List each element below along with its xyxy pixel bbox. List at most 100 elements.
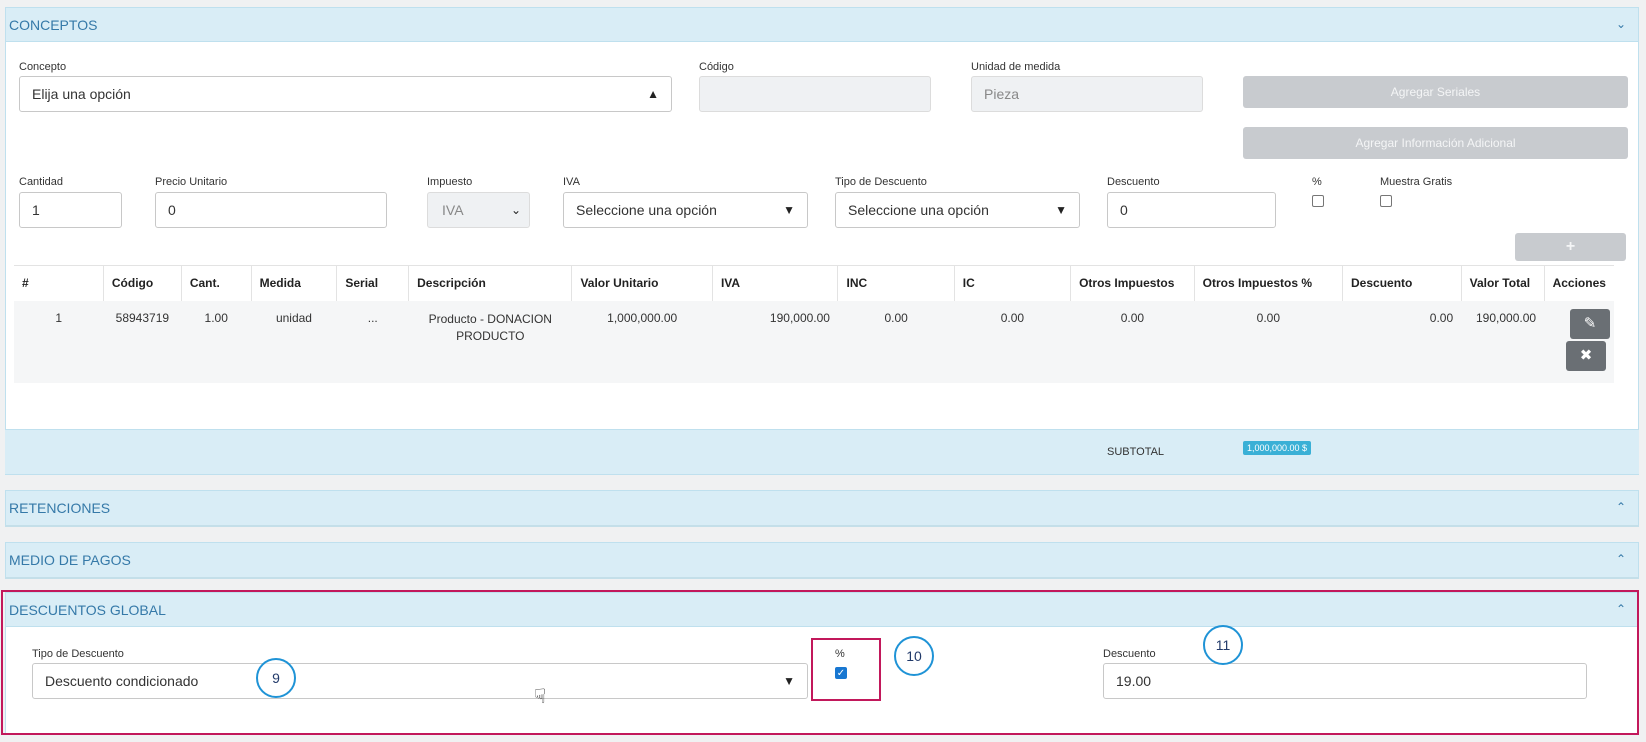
chevron-down-icon: ⌄ xyxy=(510,203,521,217)
impuesto-select[interactable]: IVA ⌄ xyxy=(427,192,530,228)
col-header: Descripción xyxy=(408,265,573,301)
subtotal-bar: SUBTOTAL 1,000,000.00 $ xyxy=(5,429,1639,475)
chevron-up-icon[interactable]: ⌃ xyxy=(1615,500,1626,514)
precio-label: Precio Unitario xyxy=(155,176,228,188)
codigo-field xyxy=(699,76,931,112)
precio-input[interactable]: 0 xyxy=(155,192,387,228)
descuentos-highlight-box xyxy=(1,590,1639,735)
callout-11: 11 xyxy=(1203,625,1243,665)
delete-button[interactable]: ✖ xyxy=(1566,340,1606,371)
global-descuento-label: Descuento xyxy=(1103,648,1156,660)
cell-descuento: 0.00 xyxy=(1342,300,1462,383)
retenciones-panel: RETENCIONES ⌃ xyxy=(5,490,1639,527)
impuesto-select-value: IVA xyxy=(442,202,464,218)
concepto-label: Concepto xyxy=(19,61,67,73)
cantidad-input[interactable]: 1 xyxy=(19,192,122,228)
tipo-descuento-select[interactable]: Seleccione una opción ▼ xyxy=(835,192,1080,228)
agregar-seriales-button[interactable]: Agregar Seriales xyxy=(1243,76,1628,108)
descuento-label: Descuento xyxy=(1107,176,1160,188)
iva-select[interactable]: Seleccione una opción ▼ xyxy=(563,192,808,228)
medio-pagos-panel: MEDIO DE PAGOS ⌃ xyxy=(5,542,1639,579)
tipo-descuento-label: Tipo de Descuento xyxy=(835,176,927,188)
global-pct-checkbox[interactable]: ✓ xyxy=(835,667,847,679)
global-tipo-descuento-select[interactable]: Descuento condicionado ▼ xyxy=(32,663,808,699)
agregar-info-button[interactable]: Agregar Información Adicional xyxy=(1243,127,1628,159)
table-header-row: # Código Cant. Medida Serial Descripción… xyxy=(14,265,1614,301)
col-header: Código xyxy=(103,265,182,301)
triangle-down-icon: ▼ xyxy=(783,674,795,688)
chevron-down-icon[interactable]: ⌄ xyxy=(1615,17,1626,31)
cell-inc: 0.00 xyxy=(837,300,955,383)
subtotal-badge: 1,000,000.00 $ xyxy=(1243,441,1312,455)
col-header: Cant. xyxy=(181,265,252,301)
col-header: INC xyxy=(837,265,955,301)
unidad-label: Unidad de medida xyxy=(971,61,1061,73)
cell-ic: 0.00 xyxy=(954,300,1071,383)
unidad-field: Pieza xyxy=(971,76,1203,112)
medio-pagos-header[interactable]: MEDIO DE PAGOS ⌃ xyxy=(6,543,1638,577)
descuentos-global-header[interactable]: DESCUENTOS GLOBAL ⌃ xyxy=(6,593,1638,627)
table-row: 1 58943719 1.00 unidad ... Producto - DO… xyxy=(14,300,1614,383)
cell-cant: 1.00 xyxy=(181,300,252,383)
col-header: Descuento xyxy=(1342,265,1462,301)
cell-otros-impuestos: 0.00 xyxy=(1070,300,1195,383)
concepto-select[interactable]: Elija una opción ▲ xyxy=(19,76,672,112)
descuento-input[interactable]: 0 xyxy=(1107,192,1276,228)
conceptos-header[interactable]: CONCEPTOS ⌄ xyxy=(6,8,1638,42)
descuentos-global-title: DESCUENTOS GLOBAL xyxy=(9,602,166,618)
global-tipo-descuento-value: Descuento condicionado xyxy=(45,673,199,689)
callout-10: 10 xyxy=(894,636,934,676)
conceptos-title: CONCEPTOS xyxy=(9,17,98,33)
cell-otros-impuestos-pct: 0.00 xyxy=(1194,300,1343,383)
cell-index: 1 xyxy=(14,300,104,383)
pct-highlight-box xyxy=(811,638,881,701)
global-descuento-input[interactable]: 19.00 xyxy=(1103,663,1587,699)
col-header: Acciones xyxy=(1544,265,1614,301)
cell-acciones: ✎ ✖ xyxy=(1544,300,1614,383)
retenciones-header[interactable]: RETENCIONES ⌃ xyxy=(6,491,1638,525)
edit-button[interactable]: ✎ xyxy=(1570,308,1610,339)
iva-label: IVA xyxy=(563,176,580,188)
subtotal-label: SUBTOTAL xyxy=(1107,446,1165,458)
triangle-up-icon: ▲ xyxy=(647,87,659,101)
cell-medida: unidad xyxy=(251,300,337,383)
global-pct-label: % xyxy=(835,648,845,660)
add-item-button[interactable]: + xyxy=(1515,233,1626,261)
cell-serial: ... xyxy=(336,300,409,383)
col-header: Valor Unitario xyxy=(571,265,713,301)
hand-cursor-icon: ☟ xyxy=(534,686,547,708)
col-header: Serial xyxy=(336,265,410,301)
col-header: Otros Impuestos % xyxy=(1194,265,1344,301)
pencil-icon: ✎ xyxy=(1583,314,1597,332)
codigo-label: Código xyxy=(699,61,734,73)
muestra-gratis-label: Muestra Gratis xyxy=(1380,176,1453,188)
chevron-up-icon[interactable]: ⌃ xyxy=(1615,602,1626,616)
col-header: Otros Impuestos xyxy=(1070,265,1195,301)
callout-9: 9 xyxy=(256,658,296,698)
checkmark-icon: ✓ xyxy=(836,668,846,679)
cantidad-label: Cantidad xyxy=(19,176,64,188)
cell-valor-total: 190,000.00 xyxy=(1461,300,1545,383)
global-tipo-descuento-label: Tipo de Descuento xyxy=(32,648,124,660)
items-table: # Código Cant. Medida Serial Descripción… xyxy=(14,265,1614,383)
muestra-gratis-checkbox[interactable] xyxy=(1380,195,1392,207)
col-header: # xyxy=(14,265,104,301)
col-header: Valor Total xyxy=(1461,265,1545,301)
col-header: IVA xyxy=(712,265,839,301)
cell-iva: 190,000.00 xyxy=(712,300,838,383)
chevron-up-icon[interactable]: ⌃ xyxy=(1615,552,1626,566)
cell-descripcion: Producto - DONACION PRODUCTO xyxy=(408,300,572,383)
pct-label: % xyxy=(1312,176,1322,188)
cell-codigo: 58943719 xyxy=(103,300,182,383)
col-header: Medida xyxy=(251,265,338,301)
tipo-descuento-select-value: Seleccione una opción xyxy=(848,202,989,218)
triangle-down-icon: ▼ xyxy=(783,203,795,217)
triangle-down-icon: ▼ xyxy=(1055,203,1067,217)
pct-checkbox[interactable] xyxy=(1312,195,1324,207)
cell-valor-unitario: 1,000,000.00 xyxy=(571,300,713,383)
retenciones-title: RETENCIONES xyxy=(9,500,111,516)
concepto-select-value: Elija una opción xyxy=(32,86,131,102)
impuesto-label: Impuesto xyxy=(427,176,473,188)
close-icon: ✖ xyxy=(1579,346,1593,364)
col-header: IC xyxy=(954,265,1072,301)
